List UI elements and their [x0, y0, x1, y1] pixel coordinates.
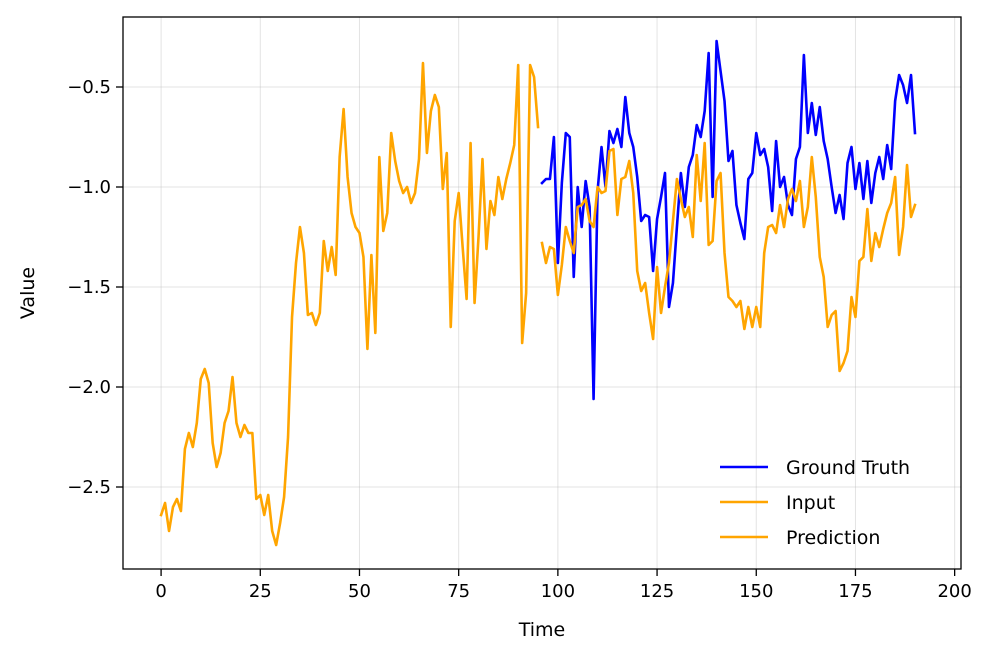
y-tick-label: −0.5 [67, 77, 111, 98]
plot-frame [122, 16, 962, 570]
y-tick-label: −2.0 [67, 377, 111, 398]
x-tick-label: 50 [348, 581, 371, 602]
grid [123, 17, 961, 569]
x-tick-label: 25 [249, 581, 272, 602]
x-tick-label: 100 [541, 581, 575, 602]
y-tick-label: −1.5 [67, 277, 111, 298]
series-layer [159, 39, 917, 547]
x-tick-label: 0 [155, 581, 166, 602]
x-tick-label: 200 [937, 581, 971, 602]
x-tick-label: 175 [838, 581, 872, 602]
series-line-prediction [540, 141, 917, 373]
legend: Ground Truth Input Prediction [720, 457, 910, 549]
y-tick-label: −2.5 [67, 477, 111, 498]
legend-label-ground-truth: Ground Truth [786, 457, 910, 479]
x-tick-label: 150 [739, 581, 773, 602]
y-axis: −2.5 −2.0 −1.5 −1.0 −0.5 [67, 77, 123, 498]
series-line-input [159, 61, 540, 547]
x-tick-label: 125 [640, 581, 674, 602]
series-line-ground-truth [540, 39, 917, 401]
y-tick-label: −1.0 [67, 177, 111, 198]
legend-label-prediction: Prediction [786, 527, 880, 549]
legend-label-input: Input [786, 492, 835, 514]
x-axis: 0 25 50 75 100 125 150 175 200 [155, 569, 972, 602]
x-axis-label: Time [518, 619, 566, 641]
y-axis-label: Value [17, 267, 39, 319]
x-tick-label: 75 [447, 581, 470, 602]
